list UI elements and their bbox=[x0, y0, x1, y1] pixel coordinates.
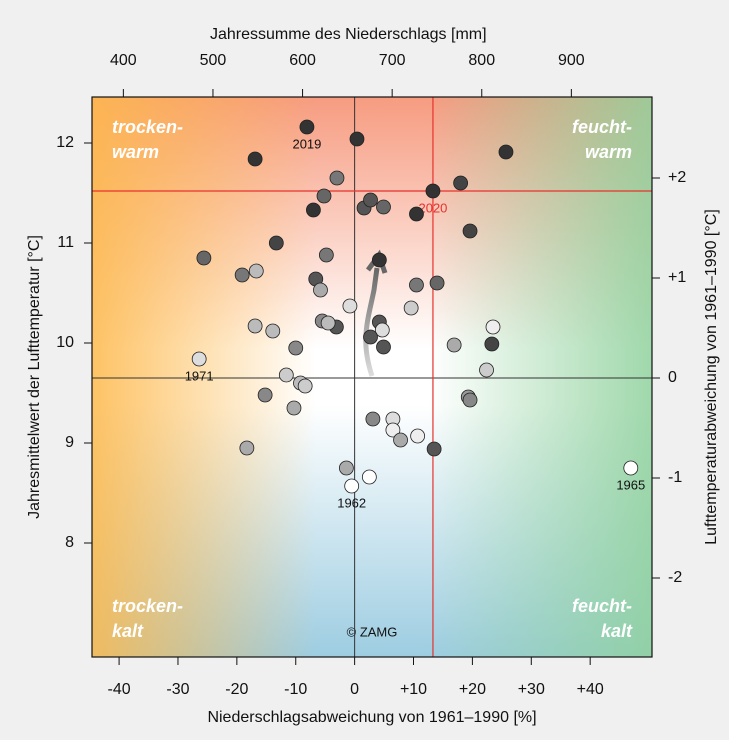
quadrant-label: kalt bbox=[601, 621, 633, 641]
point bbox=[363, 329, 378, 345]
quadrant-label: kalt bbox=[112, 621, 144, 641]
point bbox=[426, 441, 442, 457]
point bbox=[329, 170, 345, 186]
y-tick-label: 10 bbox=[56, 334, 74, 351]
point bbox=[365, 411, 381, 427]
x2-tick-label: 900 bbox=[558, 52, 585, 69]
x2-axis-title: Jahressumme des Niederschlags [mm] bbox=[210, 26, 487, 43]
point bbox=[306, 202, 321, 218]
point bbox=[425, 183, 441, 199]
point bbox=[338, 460, 354, 476]
point bbox=[286, 400, 302, 416]
point bbox=[247, 318, 263, 334]
point bbox=[410, 428, 426, 444]
point bbox=[453, 175, 469, 191]
point bbox=[429, 275, 445, 291]
point bbox=[316, 188, 332, 204]
point bbox=[385, 422, 401, 438]
point bbox=[361, 469, 377, 485]
point-label: 1971 bbox=[185, 368, 214, 383]
x-tick-label: -30 bbox=[166, 681, 189, 698]
y2-tick-label: +1 bbox=[668, 269, 686, 286]
point bbox=[248, 263, 264, 279]
quadrant-label: feucht- bbox=[572, 117, 632, 137]
x2-tick-label: 800 bbox=[468, 52, 495, 69]
y2-tick-label: -1 bbox=[668, 469, 682, 486]
point-label: 2020 bbox=[418, 200, 447, 215]
point bbox=[393, 432, 408, 448]
point bbox=[374, 322, 390, 338]
point bbox=[288, 340, 304, 356]
point bbox=[318, 247, 334, 263]
point bbox=[344, 478, 360, 494]
x2-tick-label: 600 bbox=[289, 52, 316, 69]
quadrant-label: warm bbox=[585, 142, 632, 162]
y-tick-label: 8 bbox=[65, 534, 74, 551]
point bbox=[484, 336, 500, 352]
point bbox=[349, 131, 365, 147]
y-tick-label: 9 bbox=[65, 434, 74, 451]
x-tick-label: +30 bbox=[518, 681, 545, 698]
y2-tick-label: -2 bbox=[668, 569, 682, 586]
point bbox=[278, 367, 294, 383]
point bbox=[498, 144, 514, 160]
x-axis-title: Niederschlagsabweichung von 1961–1990 [%… bbox=[207, 709, 536, 726]
quadrant-label: trocken- bbox=[112, 596, 183, 616]
x-tick-label: +40 bbox=[577, 681, 604, 698]
y2-axis-title: Lufttemperaturabweichung von 1961–1990 [… bbox=[703, 209, 720, 545]
point bbox=[485, 319, 501, 335]
point bbox=[196, 250, 212, 266]
point bbox=[299, 119, 315, 135]
point bbox=[363, 192, 378, 208]
quadrant-label: feucht- bbox=[572, 596, 632, 616]
point bbox=[257, 387, 273, 403]
point bbox=[446, 337, 462, 353]
x-tick-label: -10 bbox=[284, 681, 307, 698]
x-tick-label: +10 bbox=[400, 681, 427, 698]
y2-tick-label: 0 bbox=[668, 369, 677, 386]
point bbox=[313, 282, 328, 298]
point bbox=[371, 252, 387, 268]
point bbox=[297, 378, 313, 394]
y-tick-label: 11 bbox=[57, 234, 74, 251]
x-tick-label: -20 bbox=[225, 681, 248, 698]
y-tick-label: 12 bbox=[56, 134, 74, 151]
x-tick-label: -40 bbox=[108, 681, 131, 698]
point bbox=[376, 199, 391, 215]
plot-background bbox=[92, 97, 652, 657]
x-tick-label: 0 bbox=[350, 681, 359, 698]
trend-arrow bbox=[363, 267, 380, 377]
point bbox=[234, 267, 250, 283]
x2-tick-label: 500 bbox=[200, 52, 227, 69]
annotation: © ZAMG bbox=[347, 624, 398, 639]
point bbox=[342, 298, 358, 314]
point bbox=[462, 223, 478, 239]
point bbox=[247, 151, 263, 167]
quadrant-label: trocken- bbox=[112, 117, 183, 137]
y-axis-title: Jahresmittelwert der Lufttemperatur [°C] bbox=[26, 235, 43, 519]
point bbox=[320, 315, 336, 331]
plot-frame bbox=[91, 96, 653, 658]
point bbox=[462, 392, 478, 408]
point bbox=[409, 206, 424, 222]
point bbox=[191, 351, 207, 367]
point bbox=[376, 339, 391, 355]
x-tick-label: +20 bbox=[459, 681, 486, 698]
point bbox=[409, 277, 424, 293]
x2-tick-label: 400 bbox=[110, 52, 137, 69]
x2-tick-label: 700 bbox=[379, 52, 406, 69]
point-label: 1962 bbox=[337, 495, 366, 510]
point bbox=[268, 235, 284, 251]
point bbox=[623, 460, 639, 476]
quadrant-label: warm bbox=[112, 142, 159, 162]
point bbox=[239, 440, 255, 456]
point-label: 1965 bbox=[616, 477, 645, 492]
point bbox=[479, 362, 494, 378]
y2-tick-label: +2 bbox=[668, 169, 686, 186]
point bbox=[265, 323, 281, 339]
point-label: 2019 bbox=[292, 136, 321, 151]
point bbox=[403, 300, 419, 316]
